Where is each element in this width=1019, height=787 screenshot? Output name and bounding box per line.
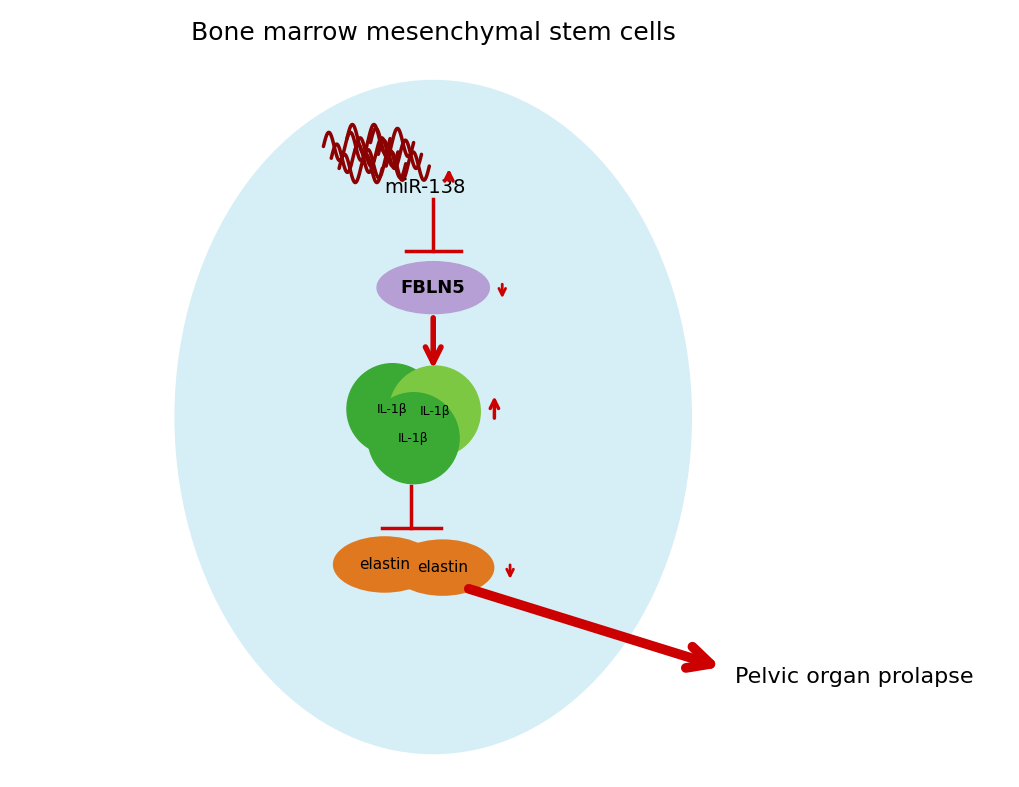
Text: Pelvic organ prolapse: Pelvic organ prolapse <box>735 667 973 687</box>
Ellipse shape <box>174 79 691 754</box>
Ellipse shape <box>390 539 494 596</box>
Ellipse shape <box>376 261 489 314</box>
Text: FBLN5: FBLN5 <box>400 279 465 297</box>
Circle shape <box>389 366 480 457</box>
Ellipse shape <box>332 536 436 593</box>
Text: miR-138: miR-138 <box>384 178 466 197</box>
Text: IL-1β: IL-1β <box>397 432 429 445</box>
Circle shape <box>346 364 437 455</box>
Text: elastin: elastin <box>417 560 468 575</box>
Text: elastin: elastin <box>359 557 410 572</box>
Text: IL-1β: IL-1β <box>377 403 408 416</box>
Text: Bone marrow mesenchymal stem cells: Bone marrow mesenchymal stem cells <box>191 21 675 45</box>
Circle shape <box>368 393 459 484</box>
Text: IL-1β: IL-1β <box>419 405 449 418</box>
